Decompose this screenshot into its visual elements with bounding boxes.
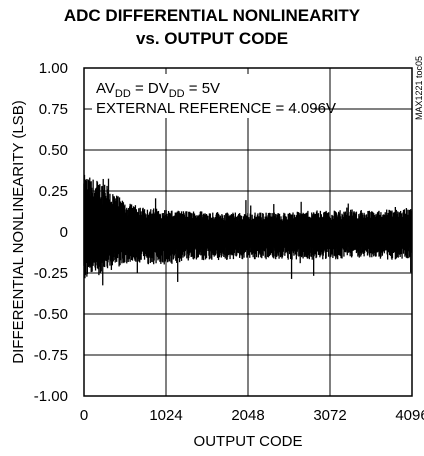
y-tick-label: -1.00 [34, 388, 68, 405]
part-id-background [415, 66, 424, 122]
y-tick-label: -0.75 [34, 347, 68, 364]
x-tick-label: 4096 [395, 407, 424, 424]
annotation-background [92, 74, 312, 118]
y-tick-label: 1.00 [39, 60, 68, 77]
part-id-label: MAX1221 toc05 [414, 56, 424, 120]
reference-annotation: EXTERNAL REFERENCE = 4.096V [96, 100, 336, 117]
y-tick-labels: 1.00 0.75 0.50 0.25 0 -0.25 -0.50 -0.75 -1.00 [34, 60, 68, 405]
y-tick-label: -0.25 [34, 265, 68, 282]
chart-subtitle: vs. OUTPUT CODE [136, 29, 288, 48]
y-tick-label: 0 [60, 224, 68, 241]
supply-condition-annotation: AVDD = DVDD = 5V [96, 80, 220, 100]
x-tick-label: 0 [80, 407, 88, 424]
y-tick-label: -0.50 [34, 306, 68, 323]
y-tick-label: 0.75 [39, 101, 68, 118]
dnl-series [83, 174, 413, 286]
x-tick-label: 1024 [149, 407, 182, 424]
x-tick-label: 3072 [313, 407, 346, 424]
x-tick-label: 2048 [231, 407, 264, 424]
y-tick-label: 0.25 [39, 183, 68, 200]
dnl-dense-band [84, 223, 412, 241]
chart-title: ADC DIFFERENTIAL NONLINEARITY [64, 6, 361, 25]
plot-frame [83, 67, 413, 397]
y-tick-label: 0.50 [39, 142, 68, 159]
x-axis-label: OUTPUT CODE [194, 433, 303, 450]
x-tick-labels: 0 1024 2048 3072 4096 [80, 407, 424, 424]
y-axis-label: DIFFERENTIAL NONLINEARITY (LSB) [10, 100, 27, 363]
